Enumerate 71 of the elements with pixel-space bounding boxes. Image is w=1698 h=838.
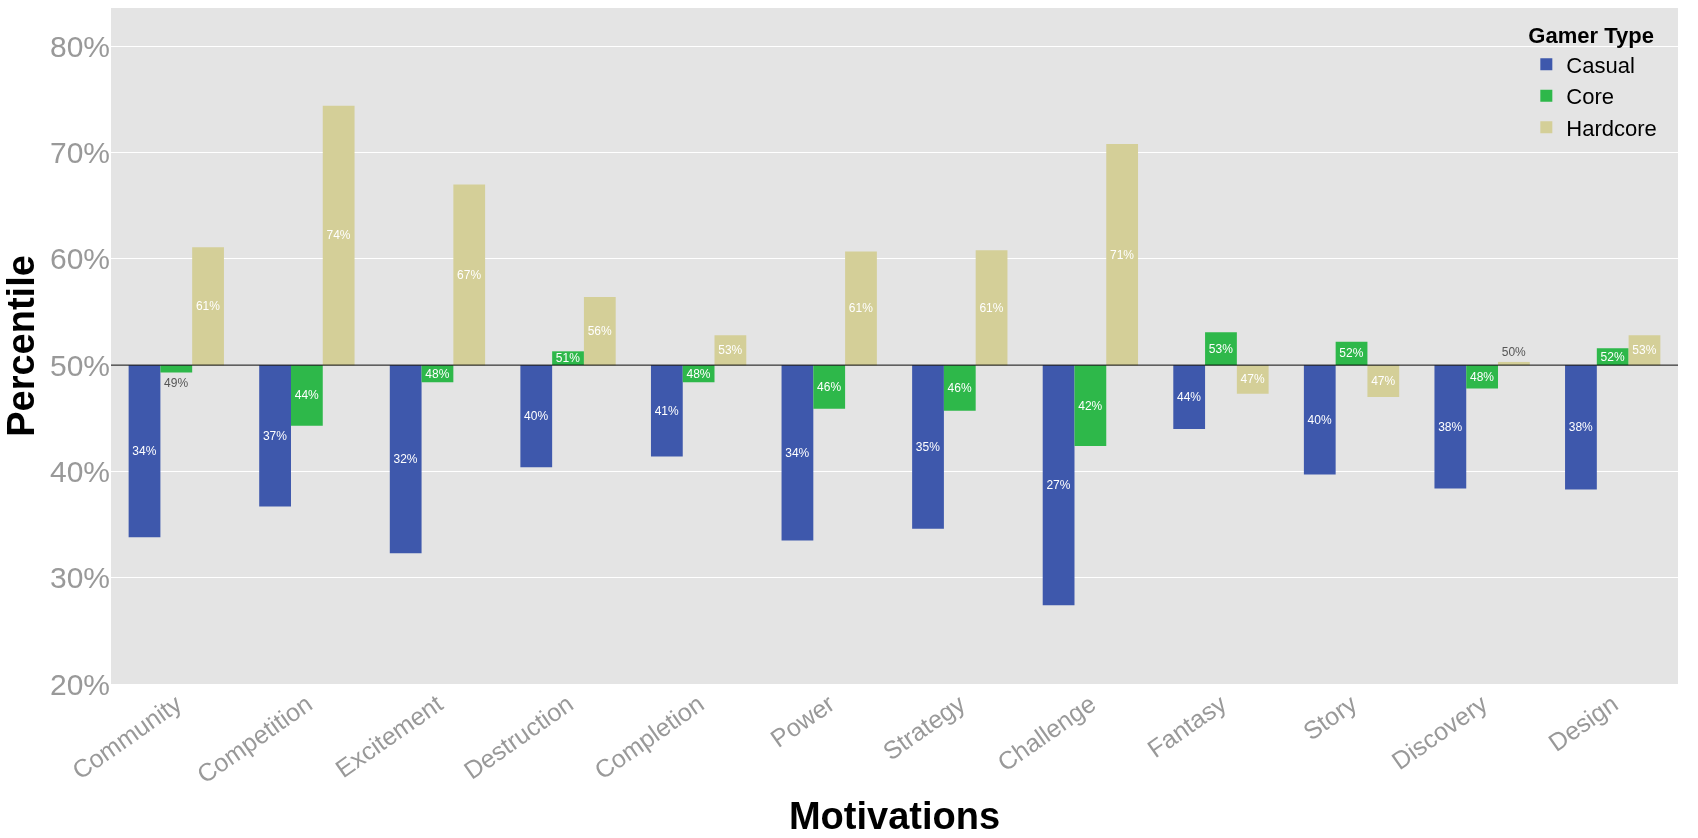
bar — [520, 365, 553, 468]
bar — [650, 365, 683, 457]
y-tick-label: 50% — [49, 348, 110, 382]
data-label: 61% — [848, 301, 874, 316]
data-label: 47% — [1371, 374, 1396, 389]
data-label: 34% — [132, 444, 157, 459]
data-label: 52% — [1339, 346, 1364, 361]
bar — [322, 105, 355, 366]
y-tick-label: 70% — [49, 136, 110, 170]
data-label: 40% — [524, 409, 549, 424]
data-label: 47% — [1240, 372, 1265, 387]
data-label: 53% — [1632, 343, 1657, 358]
data-label: 41% — [654, 403, 680, 418]
data-label: 42% — [1078, 398, 1103, 413]
x-tick-label: Story — [1297, 688, 1362, 746]
bar — [1565, 365, 1597, 490]
legend-label: Hardcore — [1566, 115, 1657, 141]
bar — [975, 250, 1008, 366]
bar — [1074, 365, 1107, 446]
bar — [290, 365, 323, 426]
bar — [1173, 365, 1206, 429]
data-label: 44% — [294, 388, 320, 403]
bar — [781, 365, 814, 541]
y-tick-label: 20% — [49, 667, 110, 701]
data-label: 38% — [1568, 420, 1594, 435]
data-label: 48% — [1469, 369, 1495, 384]
data-label: 35% — [915, 439, 941, 454]
data-label: 50% — [1501, 344, 1527, 359]
data-label: 48% — [425, 366, 450, 381]
data-label: 38% — [1438, 419, 1463, 434]
data-label: 53% — [1208, 341, 1234, 356]
bar — [912, 365, 944, 529]
data-label: 71% — [1109, 247, 1135, 262]
bar — [845, 251, 877, 366]
data-label: 37% — [262, 428, 288, 443]
data-label: 53% — [718, 343, 743, 358]
bar — [128, 365, 161, 538]
data-label: 27% — [1046, 478, 1071, 493]
data-label: 48% — [686, 366, 711, 381]
legend-label: Casual — [1566, 52, 1635, 78]
bar — [1303, 365, 1336, 475]
bar — [1434, 365, 1467, 489]
data-label: 74% — [326, 228, 351, 243]
data-label: 52% — [1600, 349, 1625, 364]
data-label: 61% — [979, 300, 1004, 315]
bar — [1042, 365, 1075, 606]
data-label: 46% — [947, 380, 972, 395]
data-label: 40% — [1307, 412, 1332, 427]
y-tick-label: 80% — [49, 29, 110, 63]
legend-label: Core — [1566, 84, 1615, 110]
y-axis-title: Percentile — [0, 255, 42, 437]
data-label: 56% — [587, 324, 612, 339]
data-label: 32% — [393, 452, 418, 467]
legend-title: Gamer Type — [1528, 23, 1654, 49]
data-label: 44% — [1177, 390, 1202, 405]
x-axis-title: Motivations — [788, 795, 1001, 838]
bar — [259, 365, 291, 507]
y-tick-label: 40% — [49, 454, 110, 488]
bar — [389, 365, 422, 554]
data-label: 46% — [817, 379, 842, 394]
data-label: 34% — [785, 445, 810, 460]
data-label: 49% — [164, 375, 189, 390]
bar — [453, 184, 486, 366]
bar — [1106, 144, 1139, 366]
bar — [583, 297, 616, 366]
data-label: 67% — [457, 267, 482, 282]
y-tick-label: 60% — [49, 242, 110, 276]
y-tick-label: 30% — [49, 561, 110, 595]
data-label: 61% — [195, 299, 221, 314]
data-label: 51% — [555, 351, 581, 366]
bar — [192, 247, 224, 366]
